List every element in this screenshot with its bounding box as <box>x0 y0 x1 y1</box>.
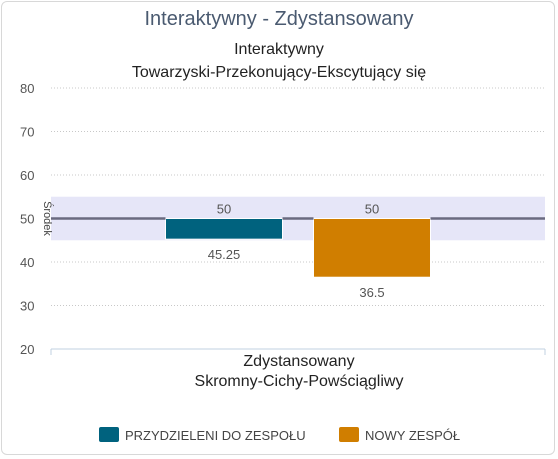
y-tick-label: 60 <box>20 168 34 183</box>
bar-value-label: 45.25 <box>208 247 241 262</box>
plot-area: 80 70 60 50 40 30 20 Środek 50 45.25 50 36.5 <box>20 81 546 357</box>
top-label-line-1: Interaktywny <box>234 41 324 58</box>
y-tick-label: 80 <box>20 81 34 96</box>
band-label: Środek <box>41 201 54 236</box>
top-label-line-2: Towarzyski-Przekonujący-Ekscytujący się <box>132 64 426 81</box>
bar-baseline-label: 50 <box>217 202 231 217</box>
y-tick-label: 20 <box>20 342 34 357</box>
bar-nowy-zespol <box>313 218 431 278</box>
y-tick-label: 50 <box>20 212 34 227</box>
bottom-label-line-2: Skromny-Cichy-Powściągliwy <box>195 373 404 390</box>
legend: PRZYDZIELENI DO ZESPOŁU NOWY ZESPÓŁ <box>99 427 460 443</box>
bottom-label-line-1: Zdystansowany <box>243 353 354 370</box>
legend-label: PRZYDZIELENI DO ZESPOŁU <box>125 428 306 443</box>
legend-swatch <box>339 427 359 442</box>
chart-title: Interaktywny - Zdystansowany <box>145 8 414 30</box>
bar-baseline-label: 50 <box>365 202 379 217</box>
legend-swatch <box>99 427 119 442</box>
y-tick-label: 40 <box>20 255 34 270</box>
bar-przydzieleni <box>165 218 283 240</box>
bar-value-label: 36.5 <box>359 285 384 300</box>
chart-svg: Interaktywny - Zdystansowany Interaktywn… <box>20 8 546 443</box>
y-tick-label: 70 <box>20 125 34 140</box>
legend-label: NOWY ZESPÓŁ <box>365 428 460 443</box>
y-tick-label: 30 <box>20 299 34 314</box>
